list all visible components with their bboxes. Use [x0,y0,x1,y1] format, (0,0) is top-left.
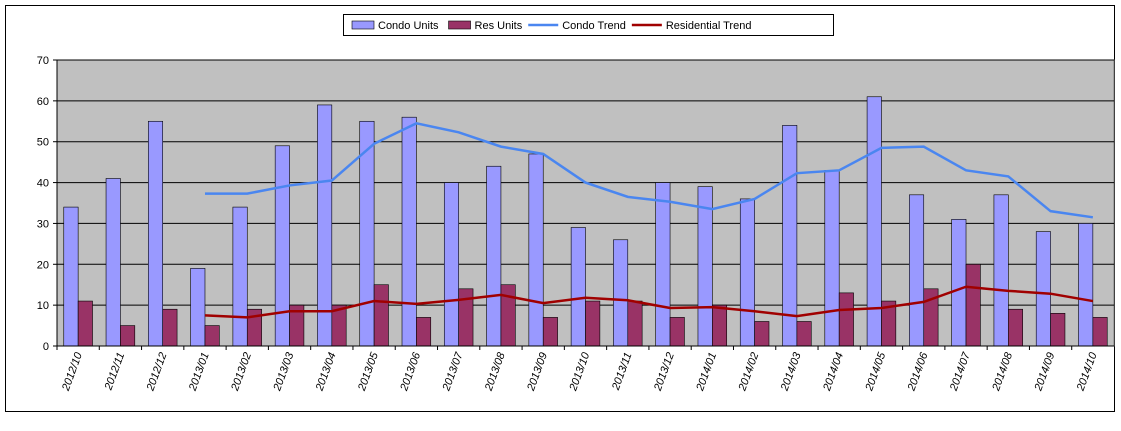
bar [500,284,516,347]
bar [1092,317,1108,347]
y-tick-label: 30 [37,218,49,230]
bar [993,194,1009,347]
trend-line [204,122,1094,219]
bar [105,178,121,347]
bar [77,300,93,347]
bar [669,317,685,347]
y-tick-label: 50 [37,137,49,149]
bar [232,206,248,347]
y-tick-label: 60 [37,96,49,108]
bar [1078,223,1094,347]
bar [148,120,163,347]
bar [613,239,629,347]
bar [782,125,798,347]
bar [416,317,432,347]
bar [528,153,544,347]
y-tick-label: 40 [37,178,49,190]
trend-line [204,285,1094,319]
legend-label: Residential Trend [666,20,752,32]
y-tick-label: 20 [37,259,49,271]
bar [627,300,643,347]
bar [951,219,967,347]
bar [1050,313,1066,347]
bar [274,145,290,347]
bar [120,325,136,347]
bar [824,170,840,347]
bar [965,263,981,347]
bar [739,198,755,347]
legend-swatch [448,20,471,30]
bar [63,206,79,347]
bar [712,304,728,347]
bar [542,317,558,347]
bar [443,182,459,347]
y-tick-label: 0 [43,341,49,353]
bar [204,325,220,347]
bar [754,321,770,347]
bar [1007,308,1023,347]
bar [655,182,671,347]
bar [162,308,178,347]
y-tick-label: 70 [37,55,49,67]
bar [486,165,502,347]
bar [697,186,713,347]
bar [796,321,812,347]
bar [1035,231,1051,347]
bar [373,284,389,347]
legend-label: Condo Trend [562,20,626,32]
bar [401,116,417,347]
bar [570,227,586,347]
y-tick-label: 10 [37,300,49,312]
bar [585,300,601,347]
legend: Condo Units Res Units Condo Trend Residenti… [343,14,834,36]
legend-label: Res Units [475,20,523,32]
legend-label: Condo Units [378,20,439,32]
bar [909,194,925,347]
bar [838,292,854,347]
legend-box [343,14,834,36]
legend-swatch [351,20,375,30]
bar [317,104,333,347]
bar [190,268,206,347]
